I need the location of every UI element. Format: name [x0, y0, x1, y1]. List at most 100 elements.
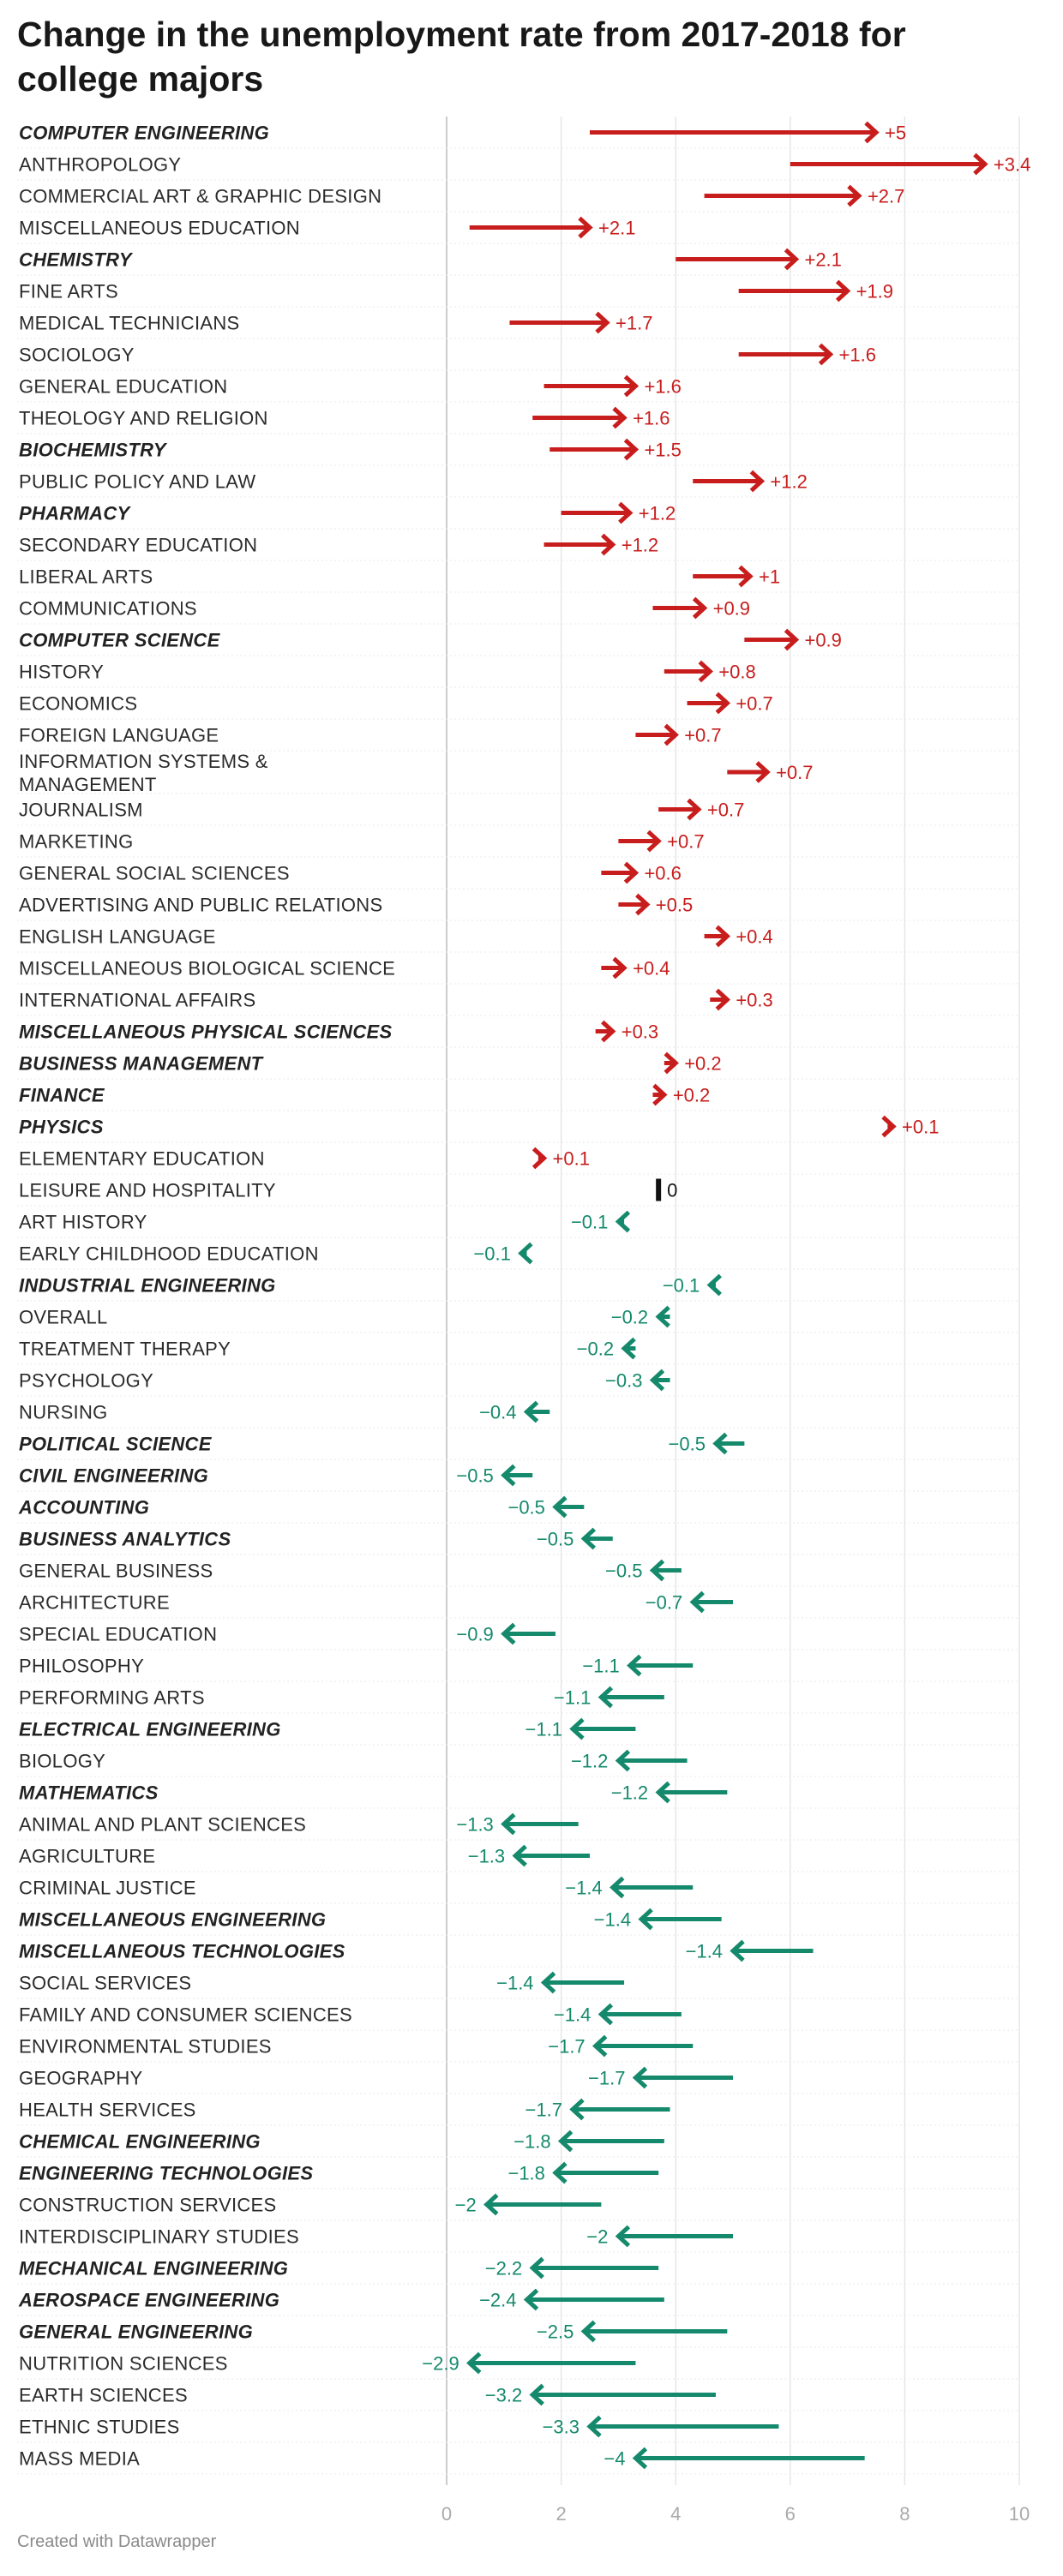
- change-value: +1: [759, 566, 780, 588]
- arrow-head: [466, 2351, 482, 2375]
- row-label: FAMILY AND CONSUMER SCIENCES: [19, 2004, 352, 2026]
- change-value: +1.9: [856, 281, 893, 303]
- row-political-science: POLITICAL SCIENCE −0.5: [19, 1432, 745, 1455]
- row-chemistry: CHEMISTRY +2.1: [19, 248, 842, 271]
- arrow-head: [627, 1654, 642, 1677]
- arrow-head: [621, 1337, 636, 1360]
- arrow-head: [569, 1717, 585, 1740]
- row-philosophy: PHILOSOPHY −1.1: [19, 1654, 694, 1677]
- row-label: NURSING: [19, 1402, 108, 1423]
- row-label: ENGINEERING TECHNOLOGIES: [19, 2163, 313, 2184]
- change-value: +3.4: [994, 154, 1030, 176]
- row-label: INDUSTRIAL ENGINEERING: [19, 1275, 276, 1297]
- arrow-head: [578, 216, 593, 239]
- row-label: AGRICULTURE: [19, 1846, 155, 1867]
- arrow-head: [635, 893, 651, 916]
- row-history: HISTORY +0.8: [19, 660, 756, 683]
- row-label: MISCELLANEOUS EDUCATION: [19, 218, 300, 239]
- change-value: +0.5: [656, 895, 693, 916]
- change-value: −3.2: [485, 2385, 522, 2406]
- row-construction-services: CONSTRUCTION SERVICES −2: [19, 2193, 602, 2216]
- change-value: +1.6: [644, 376, 681, 398]
- arrow-head: [632, 2066, 648, 2089]
- change-value: −0.5: [537, 1529, 574, 1550]
- arrow-head: [655, 1305, 670, 1328]
- change-value: −1.7: [548, 2036, 585, 2058]
- x-tick-label: 8: [899, 2503, 910, 2525]
- row-engineering-technologies: ENGINEERING TECHNOLOGIES −1.8: [19, 2161, 659, 2184]
- row-label: AEROSPACE ENGINEERING: [18, 2290, 279, 2311]
- arrow-head: [518, 1242, 533, 1265]
- arrow-head: [749, 470, 766, 493]
- arrow-head: [755, 761, 771, 783]
- arrow-head: [615, 2225, 631, 2248]
- change-value: −0.3: [605, 1370, 642, 1392]
- arrow-head: [687, 798, 702, 821]
- row-fine-arts: FINE ARTS +1.9: [19, 279, 893, 303]
- arrow-head: [615, 1749, 631, 1772]
- row-finance: FINANCE +0.2: [19, 1083, 710, 1106]
- change-value: +1.2: [770, 471, 807, 493]
- row-psychology: PSYCHOLOGY −0.3: [19, 1369, 670, 1392]
- change-value: +0.1: [902, 1117, 939, 1138]
- arrow-head: [715, 692, 731, 715]
- row-physics: PHYSICS +0.1: [19, 1115, 939, 1138]
- zero-mark: [656, 1178, 662, 1201]
- row-label: ART HISTORY: [19, 1212, 147, 1233]
- row-biochemistry: BIOCHEMISTRY +1.5: [19, 438, 682, 461]
- change-value: −1.4: [594, 1909, 631, 1931]
- row-marketing: MARKETING +0.7: [19, 830, 705, 853]
- row-label: PSYCHOLOGY: [19, 1370, 153, 1392]
- row-label: ARCHITECTURE: [19, 1592, 170, 1614]
- row-nursing: NURSING −0.4: [19, 1400, 550, 1423]
- arrow-head: [664, 723, 679, 746]
- arrow-head: [612, 406, 628, 429]
- change-value: −4: [604, 2448, 625, 2470]
- row-commercial-art-graphic-design: COMMERCIAL ART & GRAPHIC DESIGN +2.7: [19, 184, 904, 207]
- row-liberal-arts: LIBERAL ARTS +1: [19, 565, 780, 588]
- change-value: −1.7: [588, 2068, 625, 2089]
- arrow-head: [712, 1432, 728, 1455]
- row-business-analytics: BUSINESS ANALYTICS −0.5: [19, 1527, 613, 1550]
- row-label: INFORMATION SYSTEMS & MANAGEMENT: [19, 751, 268, 795]
- row-label: TREATMENT THERAPY: [19, 1339, 231, 1360]
- change-value: +0.7: [736, 693, 772, 715]
- row-label: GENERAL SOCIAL SCIENCES: [19, 863, 290, 884]
- change-value: −0.5: [507, 1497, 544, 1519]
- change-value: +2.7: [868, 186, 904, 207]
- row-accounting: ACCOUNTING −0.5: [18, 1495, 585, 1519]
- row-label: ENVIRONMENTAL STUDIES: [19, 2036, 272, 2058]
- row-label: MISCELLANEOUS TECHNOLOGIES: [19, 1941, 345, 1962]
- change-value: −0.1: [663, 1275, 700, 1297]
- row-label: PHILOSOPHY: [19, 1656, 144, 1677]
- arrow-head: [632, 2447, 648, 2470]
- row-theology-and-religion: THEOLOGY AND RELIGION +1.6: [19, 406, 670, 429]
- arrow-head: [612, 956, 628, 979]
- row-environmental-studies: ENVIRONMENTAL STUDIES −1.7: [19, 2034, 694, 2058]
- row-label: GEOGRAPHY: [19, 2068, 143, 2089]
- row-art-history: ART HISTORY −0.1: [19, 1210, 631, 1233]
- row-label: LIBERAL ARTS: [19, 566, 153, 588]
- change-value: −1.1: [582, 1656, 619, 1677]
- change-value: −0.2: [611, 1307, 648, 1328]
- row-nutrition-sciences: NUTRITION SCIENCES −2.9: [19, 2351, 636, 2375]
- change-value: +1.2: [639, 503, 676, 524]
- rows-layer: COMPUTER ENGINEERING +5 ANTHROPOLOGY +3.4 CO…: [17, 121, 1030, 2475]
- row-label: OVERALL: [19, 1307, 108, 1328]
- change-value: −1.7: [525, 2100, 562, 2121]
- arrow-head: [784, 628, 800, 651]
- row-foreign-language: FOREIGN LANGUAGE +0.7: [19, 723, 722, 746]
- arrow-head: [646, 830, 662, 853]
- arrow-head: [638, 1908, 653, 1931]
- row-label: MATHEMATICS: [19, 1782, 159, 1804]
- arrow-head: [552, 1495, 568, 1519]
- row-label: CIVIL ENGINEERING: [19, 1465, 208, 1487]
- row-english-language: ENGLISH LANGUAGE +0.4: [19, 925, 773, 948]
- arrow-head: [601, 1020, 616, 1043]
- row-early-childhood-education: EARLY CHILDHOOD EDUCATION −0.1: [19, 1242, 533, 1265]
- row-journalism: JOURNALISM +0.7: [19, 798, 744, 821]
- row-miscellaneous-education: MISCELLANEOUS EDUCATION +2.1: [19, 216, 635, 239]
- change-value: +0.9: [804, 630, 841, 651]
- change-value: +1.6: [633, 408, 670, 429]
- row-general-engineering: GENERAL ENGINEERING −2.5: [19, 2320, 728, 2343]
